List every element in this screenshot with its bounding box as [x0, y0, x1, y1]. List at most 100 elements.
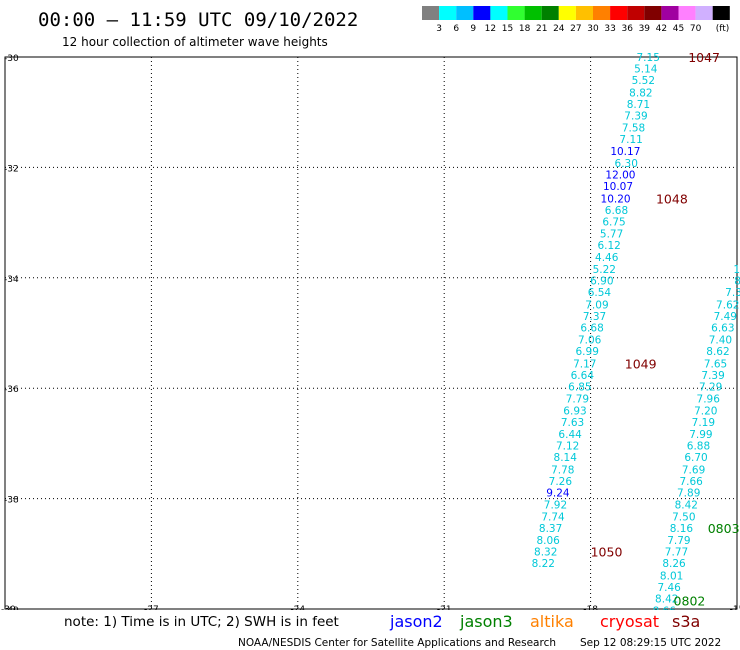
wave-height-point: 6.90 — [590, 276, 613, 288]
wave-height-point: 7.3 — [725, 287, 740, 299]
colorbar-swatch — [678, 6, 696, 20]
wave-height-point: 7.39 — [701, 370, 724, 382]
wave-height-point: 6.30 — [615, 158, 638, 170]
colorbar-swatch — [456, 6, 474, 20]
colorbar: 3 6 9 12 15 18 21 24 27 30 33 36 39 42 45 70 (ft) — [422, 6, 730, 34]
wave-height-point: 7.20 — [694, 405, 717, 417]
colorbar-swatch — [558, 6, 576, 20]
colorbar-label: 6 — [453, 24, 459, 34]
wave-height-point: 8.62 — [706, 346, 729, 358]
y-tick-label: -38 — [4, 496, 19, 506]
colorbar-label: 30 — [587, 24, 599, 34]
wave-height-point: 7.66 — [679, 476, 703, 488]
wave-height-point: 8.01 — [660, 570, 683, 582]
colorbar-label: 12 — [485, 24, 496, 34]
wave-height-point: 7.49 — [714, 311, 737, 323]
wave-height-point: 6.99 — [576, 346, 599, 358]
wave-height-point: 7.46 — [657, 582, 681, 594]
wave-height-point: 9.24 — [546, 488, 570, 500]
wave-height-point: 5.14 — [634, 64, 658, 76]
colorbar-swatch — [490, 6, 508, 20]
wave-height-point: 7.96 — [697, 394, 721, 406]
wave-height-point: 6.44 — [558, 429, 582, 441]
wave-height-point: 7.12 — [556, 441, 579, 453]
colorbar-swatch — [507, 6, 525, 20]
wave-height-point: 5.22 — [593, 264, 616, 276]
wave-height-point: 7.63 — [561, 417, 584, 429]
colorbar-label: 33 — [604, 24, 615, 34]
colorbar-label: 27 — [570, 24, 581, 34]
legend: jason2 jason3 altika cryosat s3a — [389, 612, 700, 631]
wave-height-point: 12.00 — [605, 170, 635, 182]
time-label: 1047 — [688, 50, 720, 65]
wave-height-point: 7.65 — [704, 358, 727, 370]
wave-height-point: 8.71 — [627, 99, 650, 111]
footer-credit: NOAA/NESDIS Center for Satellite Applica… — [238, 637, 556, 649]
time-label: 1049 — [625, 356, 657, 371]
chart-subtitle: 12 hour collection of altimeter wave hei… — [62, 35, 328, 49]
wave-height-point: 7.37 — [583, 311, 606, 323]
colorbar-label: 39 — [639, 24, 651, 34]
wave-height-point: 7.79 — [667, 535, 690, 547]
wave-height-point: 7.79 — [566, 394, 589, 406]
wave-height-point: 6.75 — [602, 216, 625, 228]
colorbar-swatch — [610, 6, 628, 20]
wave-height-point: 7.89 — [677, 488, 700, 500]
wave-height-point: 7.74 — [541, 511, 565, 523]
colorbar-label: 36 — [621, 24, 633, 34]
plot-frame — [4, 56, 738, 610]
wave-height-point: 7.78 — [551, 464, 574, 476]
time-labels: 104710481049105008008030802 — [591, 50, 740, 609]
y-tick-label: -32 — [4, 164, 19, 174]
grid-lines — [5, 57, 737, 609]
colorbar-label: 18 — [519, 24, 531, 34]
wave-height-point: 8.14 — [554, 452, 578, 464]
wave-height-point: 8.42 — [675, 500, 698, 512]
wave-height-point: 8.06 — [536, 535, 560, 547]
time-label: 0802 — [674, 594, 706, 609]
chart-title: 00:00 – 11:59 UTC 09/10/2022 — [38, 9, 358, 31]
wave-height-point: 4.46 — [595, 252, 619, 264]
colorbar-swatch — [644, 6, 662, 20]
colorbar-unit: (ft) — [716, 24, 730, 34]
time-label: 0803 — [708, 521, 740, 536]
wave-height-point: 7.26 — [549, 476, 573, 488]
y-tick-label: -34 — [4, 275, 19, 285]
colorbar-label: 24 — [553, 24, 565, 34]
colorbar-swatch — [661, 6, 679, 20]
wave-height-point: 7.29 — [699, 382, 722, 394]
colorbar-label: 9 — [470, 24, 476, 34]
y-tick-label: -36 — [4, 385, 19, 395]
wave-height-point: 7.77 — [665, 547, 688, 559]
time-label: 1050 — [591, 545, 623, 560]
wave-height-point: 8.22 — [532, 558, 555, 570]
data-points: 7.155.145.528.828.717.397.587.1110.176.3… — [532, 52, 740, 629]
colorbar-swatch — [439, 6, 457, 20]
wave-height-point: 10 — [733, 264, 740, 276]
wave-height-point: 7.19 — [692, 417, 715, 429]
colorbar-label: 70 — [690, 24, 702, 34]
wave-height-point: 7.58 — [622, 123, 645, 135]
wave-height-point: 8.82 — [629, 87, 652, 99]
footer-note: note: 1) Time is in UTC; 2) SWH is in fe… — [64, 614, 339, 630]
colorbar-swatch — [627, 6, 645, 20]
wave-height-point: 7.92 — [544, 500, 567, 512]
wave-height-point: 5.52 — [632, 75, 655, 87]
wave-height-point: 7.69 — [682, 464, 705, 476]
wave-height-point: 8.26 — [662, 558, 686, 570]
wave-height-point: 6.88 — [687, 441, 710, 453]
wave-height-point: 6.85 — [568, 382, 591, 394]
colorbar-label: 42 — [656, 24, 667, 34]
colorbar-label: 3 — [436, 24, 442, 34]
colorbar-swatch — [575, 6, 593, 20]
wave-height-point: 7.15 — [637, 52, 660, 64]
colorbar-swatch — [473, 6, 491, 20]
wave-height-point: 6.12 — [597, 240, 620, 252]
footer-band — [0, 610, 740, 650]
wave-height-point: 6.54 — [588, 287, 612, 299]
wave-height-point: 10.20 — [601, 193, 631, 205]
colorbar-label: 15 — [502, 24, 513, 34]
wave-height-point: 8.42 — [655, 594, 678, 606]
legend-jason3: jason3 — [459, 612, 513, 631]
